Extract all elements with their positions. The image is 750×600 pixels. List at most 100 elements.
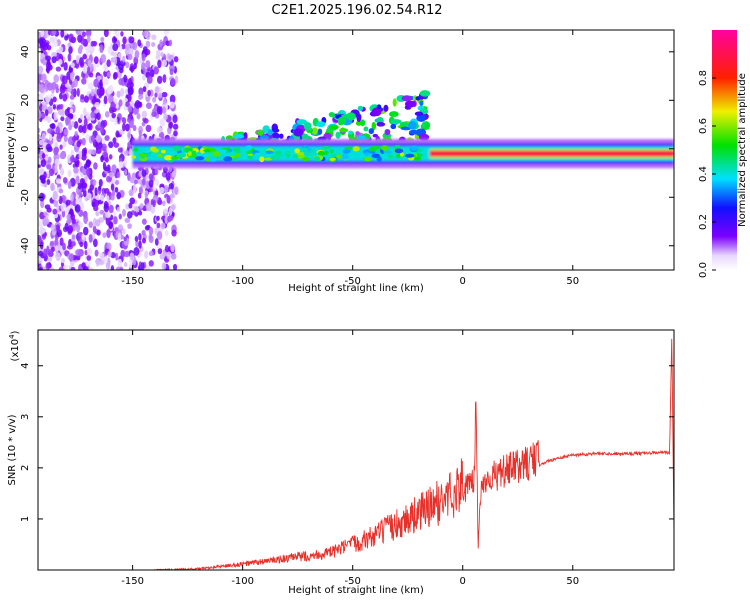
heatmap-cell: [83, 215, 89, 225]
heatmap-cell: [69, 108, 74, 114]
heatmap-cell: [104, 111, 110, 118]
heatmap-cell: [418, 133, 430, 141]
heatmap-cell: [93, 162, 98, 170]
heatmap-cell: [113, 211, 117, 217]
heatmap-cell: [54, 158, 60, 167]
heatmap-cell: [160, 222, 166, 230]
heatmap-cell: [86, 45, 90, 54]
heatmap-cell: [167, 216, 172, 223]
heatmap-cell: [263, 157, 273, 161]
heatmap-cell: [92, 225, 97, 234]
heatmap-cell: [141, 218, 147, 225]
heatmap-cell: [43, 211, 48, 217]
heatmap-cell: [79, 241, 84, 248]
snr-series-line: [38, 338, 674, 570]
heatmap-cell: [161, 91, 168, 98]
heatmap-cell: [103, 203, 110, 213]
heatmap-cell: [67, 180, 72, 190]
heatmap-cell: [405, 153, 415, 158]
heatmap-cell: [77, 34, 83, 43]
heatmap-cell: [56, 134, 62, 139]
heatmap-cell: [163, 208, 168, 214]
heatmap-cell: [70, 266, 76, 270]
heatmap-cell: [127, 132, 131, 138]
heatmap-cell: [270, 155, 281, 161]
heatmap-cell: [46, 179, 51, 185]
heatmap-cell: [305, 151, 310, 156]
heatmap-cell: [170, 156, 180, 160]
heatmap-cell: [45, 94, 51, 103]
heatmap-cell: [100, 137, 106, 146]
colorbar-label: Normalized spectral amplitude: [737, 73, 748, 227]
heatmap-cell: [53, 135, 58, 142]
heatmap-cell: [114, 30, 118, 35]
heatmap-cell: [60, 202, 67, 212]
heatmap-cell: [138, 153, 148, 157]
heatmap-cell: [129, 47, 134, 55]
heatmap-cell: [78, 125, 84, 133]
heatmap-cell: [122, 208, 126, 217]
heatmap-cell: [118, 99, 123, 107]
heatmap-cell: [94, 187, 98, 196]
heatmap-cell: [53, 147, 59, 156]
heatmap-cell: [293, 128, 304, 137]
spectrogram-ytick-label: -40: [20, 238, 31, 254]
heatmap-cell: [78, 44, 84, 51]
heatmap-cell: [44, 155, 49, 161]
heatmap-cell: [301, 147, 308, 152]
heatmap-cell: [81, 233, 85, 240]
heatmap-cell: [339, 128, 349, 133]
heatmap-cell: [388, 111, 399, 118]
heatmap-layer: [38, 30, 674, 270]
heatmap-cell: [110, 183, 115, 191]
heatmap-cell: [324, 150, 329, 156]
heatmap-cell: [120, 31, 124, 37]
heatmap-cell: [168, 39, 173, 47]
heatmap-cell: [131, 155, 137, 159]
heatmap-cell: [111, 164, 117, 174]
heatmap-cell: [99, 126, 104, 134]
spectrogram-ytick-label: -20: [20, 189, 31, 205]
heatmap-cell: [274, 150, 282, 155]
heatmap-cell: [83, 163, 88, 170]
heatmap-cell: [120, 249, 126, 258]
heatmap-cell: [416, 114, 427, 122]
heatmap-cell: [364, 156, 372, 162]
heatmap-cell: [40, 30, 45, 38]
heatmap-cell: [56, 204, 60, 211]
heatmap-cell: [321, 145, 331, 150]
heatmap-cell: [70, 193, 74, 202]
heatmap-cell: [89, 267, 94, 270]
heatmap-cell: [69, 94, 75, 100]
heatmap-cell: [63, 61, 68, 71]
heatmap-cell: [134, 205, 139, 212]
heatmap-cell: [171, 170, 177, 178]
heatmap-cell: [91, 149, 96, 156]
heatmap-cell: [55, 126, 61, 136]
heatmap-cell: [72, 78, 78, 88]
snr-xlabel: Height of straight line (km): [288, 585, 424, 596]
heatmap-cell: [161, 59, 168, 67]
heatmap-cell: [76, 224, 81, 233]
heatmap-cell: [122, 36, 127, 45]
heatmap-cell: [153, 66, 159, 75]
heatmap-cell: [141, 31, 147, 37]
heatmap-cell: [243, 132, 248, 140]
heatmap-cell: [63, 135, 68, 143]
heatmap-cell: [144, 250, 149, 259]
heatmap-cell: [86, 192, 92, 200]
heatmap-cell: [138, 93, 144, 100]
heatmap-cell: [303, 122, 312, 131]
heatmap-cell: [233, 134, 245, 139]
heatmap-cell: [102, 151, 109, 158]
heatmap-cell: [58, 46, 64, 53]
heatmap-cell: [75, 55, 80, 64]
heatmap-cell: [82, 53, 87, 60]
heatmap-cell: [166, 195, 171, 204]
heatmap-cell: [271, 128, 280, 133]
heatmap-cell: [62, 242, 66, 251]
heatmap-cell: [78, 150, 83, 160]
heatmap-cell: [59, 152, 66, 160]
heatmap-cell: [138, 210, 143, 216]
heatmap-cell: [70, 73, 75, 81]
